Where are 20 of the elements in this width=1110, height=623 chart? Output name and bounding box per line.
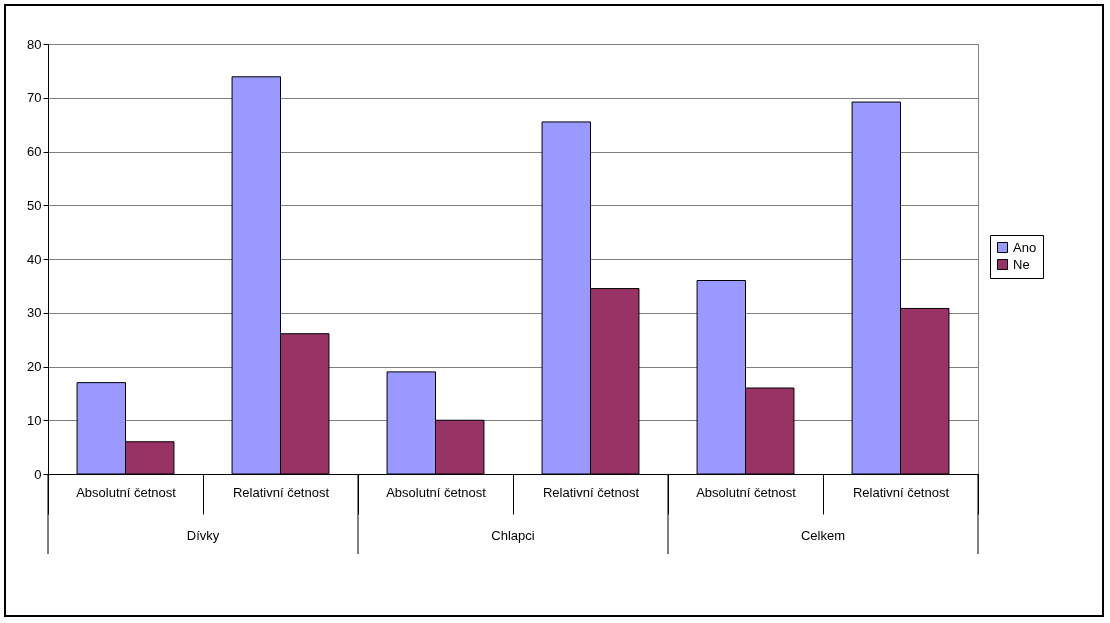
x-tick-label: Relativní četnost — [852, 484, 950, 500]
text: Celkem — [800, 528, 846, 543]
y-tick-label: 20 — [27, 359, 42, 374]
y-tick-label: 70 — [27, 90, 42, 106]
x-tick-label: Absolutní četnost — [386, 484, 487, 500]
y-tick-label: 10 — [27, 412, 42, 428]
y-tick-label: 50 — [27, 197, 42, 213]
x-tick-label: Absolutní četnost — [76, 484, 177, 500]
text: Dívky — [186, 528, 220, 543]
x-tick-label: Relativní četnost — [542, 484, 640, 500]
legend-label: Ano — [1013, 239, 1037, 255]
y-tick-label: 60 — [27, 144, 42, 159]
x-tick-label: Absolutní četnost — [696, 484, 797, 500]
y-tick-label: 0 — [34, 466, 42, 482]
text: Chlapci — [491, 528, 535, 543]
legend-label: Ne — [1013, 256, 1030, 272]
x-tick-label: Relativní četnost — [232, 484, 330, 500]
y-tick-label: 80 — [27, 36, 42, 52]
y-tick-label: 40 — [27, 251, 42, 267]
y-tick-label: 30 — [27, 305, 42, 321]
